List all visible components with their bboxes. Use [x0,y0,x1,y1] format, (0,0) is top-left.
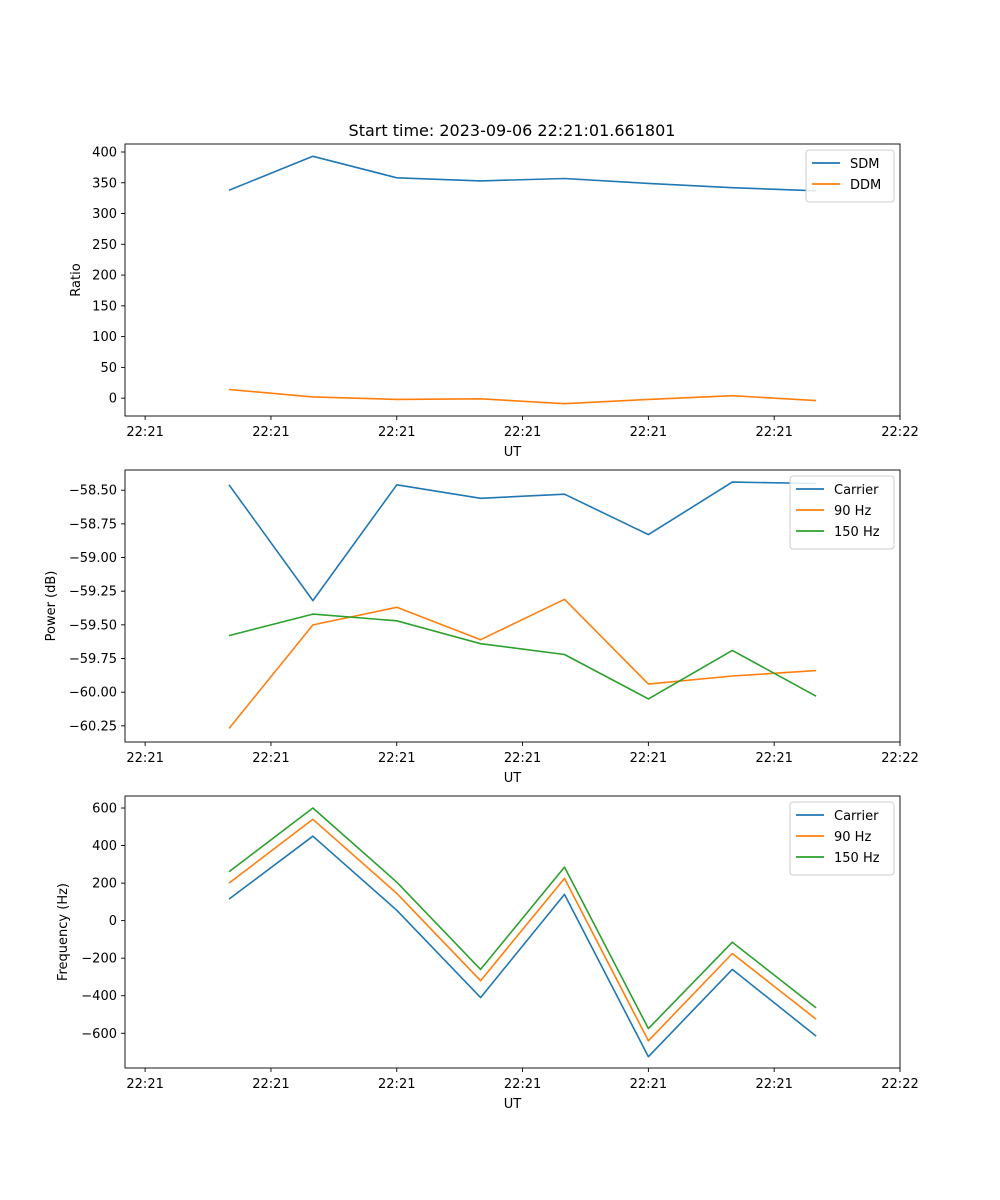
plot-frame [124,795,901,1069]
series-line-ddm [228,388,817,405]
legend-label: 150 Hz [834,851,880,866]
y-tick-label: −60.00 [69,686,117,701]
series-line-carrier [228,481,817,602]
y-tick-label: 400 [92,839,117,854]
legend-label: DDM [850,178,881,193]
y-tick-label: 0 [109,914,117,929]
x-tick-label: 22:21 [252,425,289,440]
x-tick-label: 22:21 [630,425,667,440]
series-line-150-hz [228,807,817,1030]
legend: SDM DDM [805,149,895,203]
y-tick-label: −59.25 [69,585,117,600]
x-tick-label: 22:21 [504,751,541,766]
x-tick-label: 22:22 [881,1077,918,1092]
x-tick-label: 22:21 [378,751,415,766]
series-line-90-hz [228,818,817,1042]
x-tick-label: 22:21 [126,751,163,766]
y-tick-label: 150 [92,299,117,314]
x-tick-label: 22:22 [881,425,918,440]
legend-label: SDM [850,157,879,172]
y-tick-label: −200 [81,952,117,967]
y-tick-label: 200 [92,269,117,284]
x-tick-label: 22:21 [755,751,792,766]
legend-label: Carrier [834,483,879,498]
x-tick-label: 22:21 [126,425,163,440]
x-axis-label: UT [504,1097,522,1112]
y-tick-label: 200 [92,877,117,892]
plot-frame [124,143,901,417]
series-line-90-hz [228,598,817,730]
x-tick-label: 22:21 [630,1077,667,1092]
y-tick-label: 400 [92,146,117,161]
x-tick-label: 22:21 [504,425,541,440]
legend-label: 150 Hz [834,525,880,540]
legend-label: Carrier [834,809,879,824]
y-tick-label: 250 [92,238,117,253]
figure-title: Start time: 2023-09-06 22:21:01.661801 [349,121,676,140]
y-tick-label: −600 [81,1027,117,1042]
x-tick-label: 22:22 [881,751,918,766]
x-axis-label: UT [504,445,522,460]
y-axis-label: Ratio [69,263,84,296]
y-tick-label: 50 [100,361,117,376]
y-tick-label: 100 [92,330,117,345]
legend: Carrier 90 Hz 150 Hz [789,475,895,550]
y-tick-label: −60.25 [69,719,117,734]
y-axis-label: Power (dB) [44,571,59,642]
y-tick-label: −58.50 [69,484,117,499]
x-tick-label: 22:21 [378,425,415,440]
y-tick-label: −400 [81,989,117,1004]
panel-3: 22:21 22:21 22:21 22:21 22:21 22:21 22:22 600 40… [56,795,919,1112]
legend-label: 90 Hz [834,830,871,845]
x-axis-label: UT [504,771,522,786]
series-line-sdm [228,155,817,192]
series-line-carrier [228,835,817,1058]
x-tick-label: 22:21 [252,1077,289,1092]
legend-label: 90 Hz [834,504,871,519]
x-tick-label: 22:21 [755,1077,792,1092]
y-tick-label: 600 [92,802,117,817]
x-tick-label: 22:21 [378,1077,415,1092]
y-tick-label: −59.00 [69,551,117,566]
panel-2: 22:21 22:21 22:21 22:21 22:21 22:21 22:22 −58.5… [44,469,919,786]
panel-1: 22:21 22:21 22:21 22:21 22:21 22:21 22:22 0 50 10… [69,143,919,460]
plot-frame [124,469,901,743]
x-tick-label: 22:21 [126,1077,163,1092]
x-tick-label: 22:21 [755,425,792,440]
y-axis-label: Frequency (Hz) [56,883,71,981]
x-tick-label: 22:21 [252,751,289,766]
y-tick-label: −59.75 [69,652,117,667]
series-line-150-hz [228,613,817,700]
y-tick-label: 0 [109,392,117,407]
y-tick-label: −59.50 [69,618,117,633]
x-tick-label: 22:21 [630,751,667,766]
y-tick-label: 350 [92,176,117,191]
y-tick-label: 300 [92,207,117,222]
legend: Carrier 90 Hz 150 Hz [789,801,895,876]
x-tick-label: 22:21 [504,1077,541,1092]
y-tick-label: −58.75 [69,517,117,532]
